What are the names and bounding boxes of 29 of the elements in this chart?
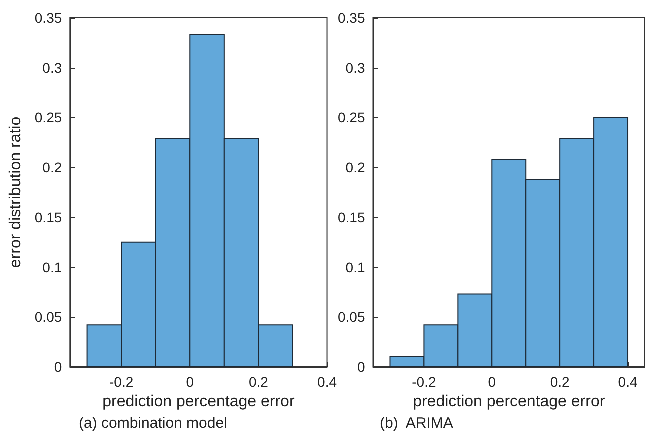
x-axis-title: prediction percentage error [413, 393, 606, 410]
y-axis-title: error distribution ratio [8, 116, 24, 268]
x-tick-label: 0.2 [550, 374, 570, 390]
x-tick-label: -0.2 [110, 374, 134, 390]
y-tick-label: 0.3 [346, 60, 366, 76]
x-tick-label: 0.4 [318, 374, 338, 390]
y-tick-label: 0.3 [42, 60, 62, 76]
x-tick-label: 0 [488, 374, 496, 390]
y-tick-label: 0.15 [34, 209, 62, 226]
y-tick-label: 0.05 [338, 309, 366, 326]
text: (b) ARIMA [380, 415, 454, 432]
x-tick-label: 0 [186, 374, 194, 390]
text: (a) combination model [79, 415, 228, 432]
y-tick-label: 0.1 [346, 259, 366, 276]
y-tick-label: 0.35 [34, 10, 62, 26]
y-tick-label: 0.25 [338, 110, 366, 126]
y-tick-label: 0.05 [34, 309, 62, 326]
y-tick-label: 0 [54, 359, 62, 375]
y-tick-label: 0.2 [42, 160, 62, 176]
y-tick-label: 0.1 [42, 259, 62, 276]
x-tick-label: 0.4 [618, 374, 638, 390]
x-tick-label: 0.2 [248, 374, 269, 390]
x-tick-label: -0.2 [412, 374, 436, 390]
y-tick-label: 0.25 [34, 110, 62, 126]
y-tick-label: 0.2 [346, 160, 366, 176]
y-tick-label: 0 [357, 359, 366, 375]
y-tick-label: 0.15 [338, 209, 366, 226]
y-tick-label: 0.35 [338, 10, 366, 26]
x-axis-title: prediction percentage error [102, 393, 296, 410]
